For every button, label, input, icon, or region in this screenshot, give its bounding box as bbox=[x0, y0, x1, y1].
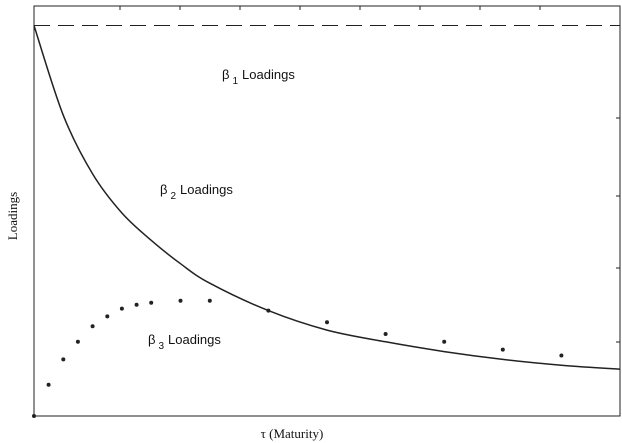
loadings-text: Loadings bbox=[180, 182, 233, 197]
beta-subscript: 3 bbox=[158, 341, 164, 352]
beta2-line bbox=[33, 25, 621, 370]
beta3-point bbox=[178, 298, 183, 303]
y-axis-label: Loadings bbox=[5, 192, 20, 240]
beta-subscript: 1 bbox=[232, 76, 238, 87]
plot-frame bbox=[33, 5, 621, 417]
beta3-point bbox=[559, 353, 564, 358]
beta3-point bbox=[46, 382, 51, 387]
beta3-point bbox=[119, 306, 124, 311]
beta3-point bbox=[105, 314, 110, 319]
loadings-text: Loadings bbox=[168, 332, 221, 347]
loadings-text: Loadings bbox=[242, 67, 295, 82]
beta3-point bbox=[325, 320, 329, 325]
beta3-point bbox=[90, 324, 95, 329]
series-layer bbox=[32, 24, 621, 418]
beta3-label: β 3 Loadings bbox=[148, 332, 221, 352]
beta-subscript: 2 bbox=[170, 191, 176, 202]
beta3-point bbox=[383, 332, 388, 336]
beta3-point bbox=[442, 339, 447, 344]
beta-symbol: β bbox=[222, 67, 229, 82]
beta-symbol: β bbox=[148, 332, 155, 347]
beta3-point bbox=[500, 347, 505, 352]
x-axis-label: τ (Maturity) bbox=[261, 426, 324, 441]
beta3-point bbox=[32, 414, 36, 418]
beta1-label: β 1 Loadings bbox=[222, 67, 295, 87]
beta-symbol: β bbox=[160, 182, 167, 197]
beta3-point bbox=[75, 339, 80, 344]
beta3-point bbox=[266, 308, 271, 313]
axis-ticks bbox=[119, 6, 620, 343]
beta3-point bbox=[134, 302, 139, 307]
beta2-label: β 2 Loadings bbox=[160, 182, 233, 202]
beta3-point bbox=[61, 357, 66, 362]
beta3-point bbox=[149, 300, 154, 305]
beta3-point bbox=[207, 298, 212, 303]
